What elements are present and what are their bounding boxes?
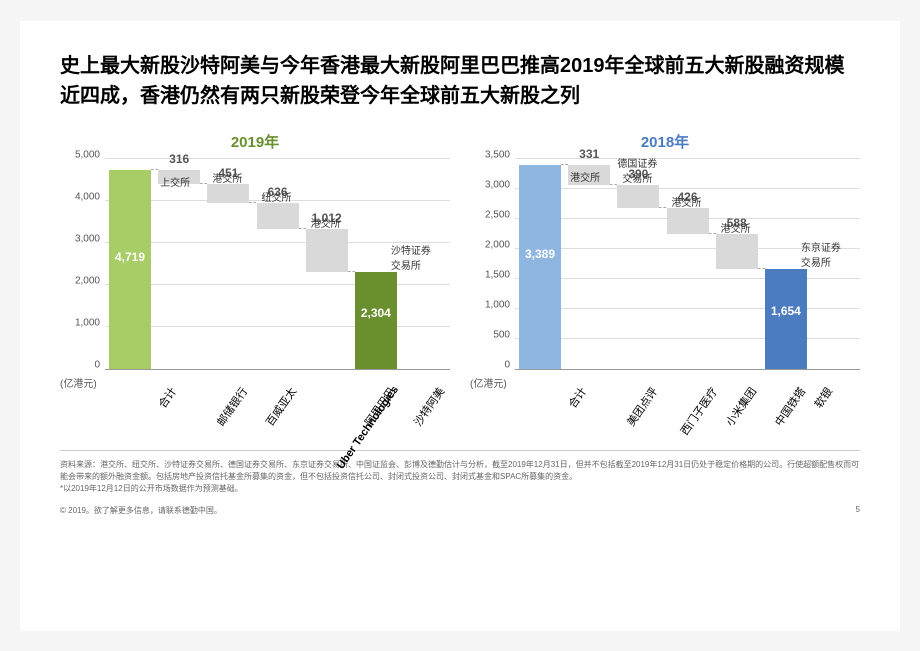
y-tick: 1,000	[75, 317, 100, 328]
connector	[709, 233, 716, 234]
x-label: 百威亚太	[262, 384, 300, 429]
connector	[299, 228, 306, 229]
y-tick: 5,000	[75, 149, 100, 160]
exchange-label: 沙特证券交易所	[391, 242, 451, 272]
y-tick: 3,500	[485, 149, 510, 160]
unit-label: (亿港元)	[470, 375, 507, 390]
chart-2018: 2018年 0 500 1,000 1,500 2,000 2,500 3,000 3,500…	[470, 131, 860, 420]
copyright: © 2019。欲了解更多信息，请联系德勤中国。	[60, 505, 222, 516]
footnote-basis: *以2019年12月12日的公开市场数据作为预测基础。	[60, 483, 860, 495]
bar-value: 3,389	[519, 247, 561, 261]
grid-line	[105, 158, 450, 159]
x-label: 阿里巴巴	[360, 384, 398, 429]
x-label: 合计	[154, 384, 180, 411]
y-tick: 4,000	[75, 191, 100, 202]
chart-2019-heading: 2019年	[60, 131, 450, 152]
y-tick: 3,000	[75, 233, 100, 244]
y-tick: 500	[493, 329, 510, 340]
y-tick: 2,500	[485, 209, 510, 220]
y-tick: 1,500	[485, 269, 510, 280]
connector	[758, 268, 765, 269]
grid-line	[515, 278, 860, 279]
grid-line	[105, 326, 450, 327]
x-label: 西门子医疗	[677, 384, 722, 438]
y-tick: 0	[504, 359, 510, 370]
chart-2018-heading: 2018年	[470, 131, 860, 152]
x-label: 合计	[564, 384, 590, 411]
bar-value: 316	[158, 152, 200, 166]
bar-软银: 1,654东京证券交易所	[765, 269, 807, 368]
page-number: 5	[856, 505, 860, 516]
x-labels: 合计邮储银行百威亚太Uber Technologies阿里巴巴沙特阿美	[105, 378, 450, 428]
grid-line	[515, 158, 860, 159]
exchange-label: 上交所	[110, 174, 190, 189]
charts-row: 2019年 0 1,000 2,000 3,000 4,000 5,000 4,719 316…	[60, 131, 860, 420]
y-tick: 1,000	[485, 299, 510, 310]
x-label: 中国铁塔	[770, 384, 808, 429]
bar-美团点评: 331港交所	[568, 165, 610, 185]
x-label: 沙特阿美	[410, 384, 448, 429]
grid-line	[515, 188, 860, 189]
x-label: 软银	[810, 384, 836, 411]
connector	[200, 183, 207, 184]
connector	[659, 207, 666, 208]
bar-中国铁塔: 588港交所	[716, 234, 758, 269]
connector	[249, 202, 256, 203]
bar-value: 2,304	[355, 306, 397, 320]
exchange-label: 东京证券交易所	[801, 239, 861, 269]
bar-value: 331	[568, 147, 610, 161]
exchange-label: 德国证券交易所	[607, 155, 667, 185]
slide: 史上最大新股沙特阿美与今年香港最大新股阿里巴巴推高2019年全球前五大新股融资规…	[20, 21, 900, 631]
bar-阿里巴巴: 1,012港交所	[306, 229, 348, 272]
chart-2018-body: 05001,0001,5002,0002,5003,0003,5003,3893…	[470, 160, 860, 420]
footnote-source: 资料来源：港交所、纽交所、沙特证券交易所、德国证券交易所、东京证券交易所、中国证…	[60, 459, 860, 483]
plot-area: 3,389331港交所390德国证券交易所426港交所588港交所1,654东京…	[515, 160, 860, 370]
slide-title: 史上最大新股沙特阿美与今年香港最大新股阿里巴巴推高2019年全球前五大新股融资规…	[60, 51, 860, 111]
connector	[348, 271, 355, 272]
chart-2019: 2019年 0 1,000 2,000 3,000 4,000 5,000 4,719 316…	[60, 131, 450, 420]
y-tick: 2,000	[485, 239, 510, 250]
y-tick: 2,000	[75, 275, 100, 286]
exchange-label: 港交所	[520, 169, 600, 184]
bar-合计: 3,389	[519, 165, 561, 368]
plot-area: 4,719316上交所451港交所636纽交所1,012港交所2,304沙特证券…	[105, 160, 450, 370]
chart-2019-body: 01,0002,0003,0004,0005,0004,719316上交所451…	[60, 160, 450, 420]
unit-label: (亿港元)	[60, 375, 97, 390]
connector	[561, 164, 568, 165]
bar-value: 1,654	[765, 304, 807, 318]
connector	[610, 184, 617, 185]
x-label: 小米集团	[721, 384, 759, 429]
x-labels: 合计美团点评西门子医疗小米集团中国铁塔软银	[515, 378, 860, 428]
connector	[151, 169, 158, 170]
grid-line	[105, 284, 450, 285]
footer: © 2019。欲了解更多信息，请联系德勤中国。 5	[60, 505, 860, 516]
y-tick: 0	[94, 359, 100, 370]
y-tick: 3,000	[485, 179, 510, 190]
bar-合计: 4,719	[109, 170, 151, 368]
grid-line	[515, 338, 860, 339]
footnotes: 资料来源：港交所、纽交所、沙特证券交易所、德国证券交易所、东京证券交易所、中国证…	[60, 450, 860, 495]
x-label: 美团点评	[623, 384, 661, 429]
bar-value: 4,719	[109, 250, 151, 264]
grid-line	[515, 308, 860, 309]
x-label: 邮储银行	[213, 384, 251, 429]
bar-沙特阿美: 2,304沙特证券交易所	[355, 272, 397, 369]
